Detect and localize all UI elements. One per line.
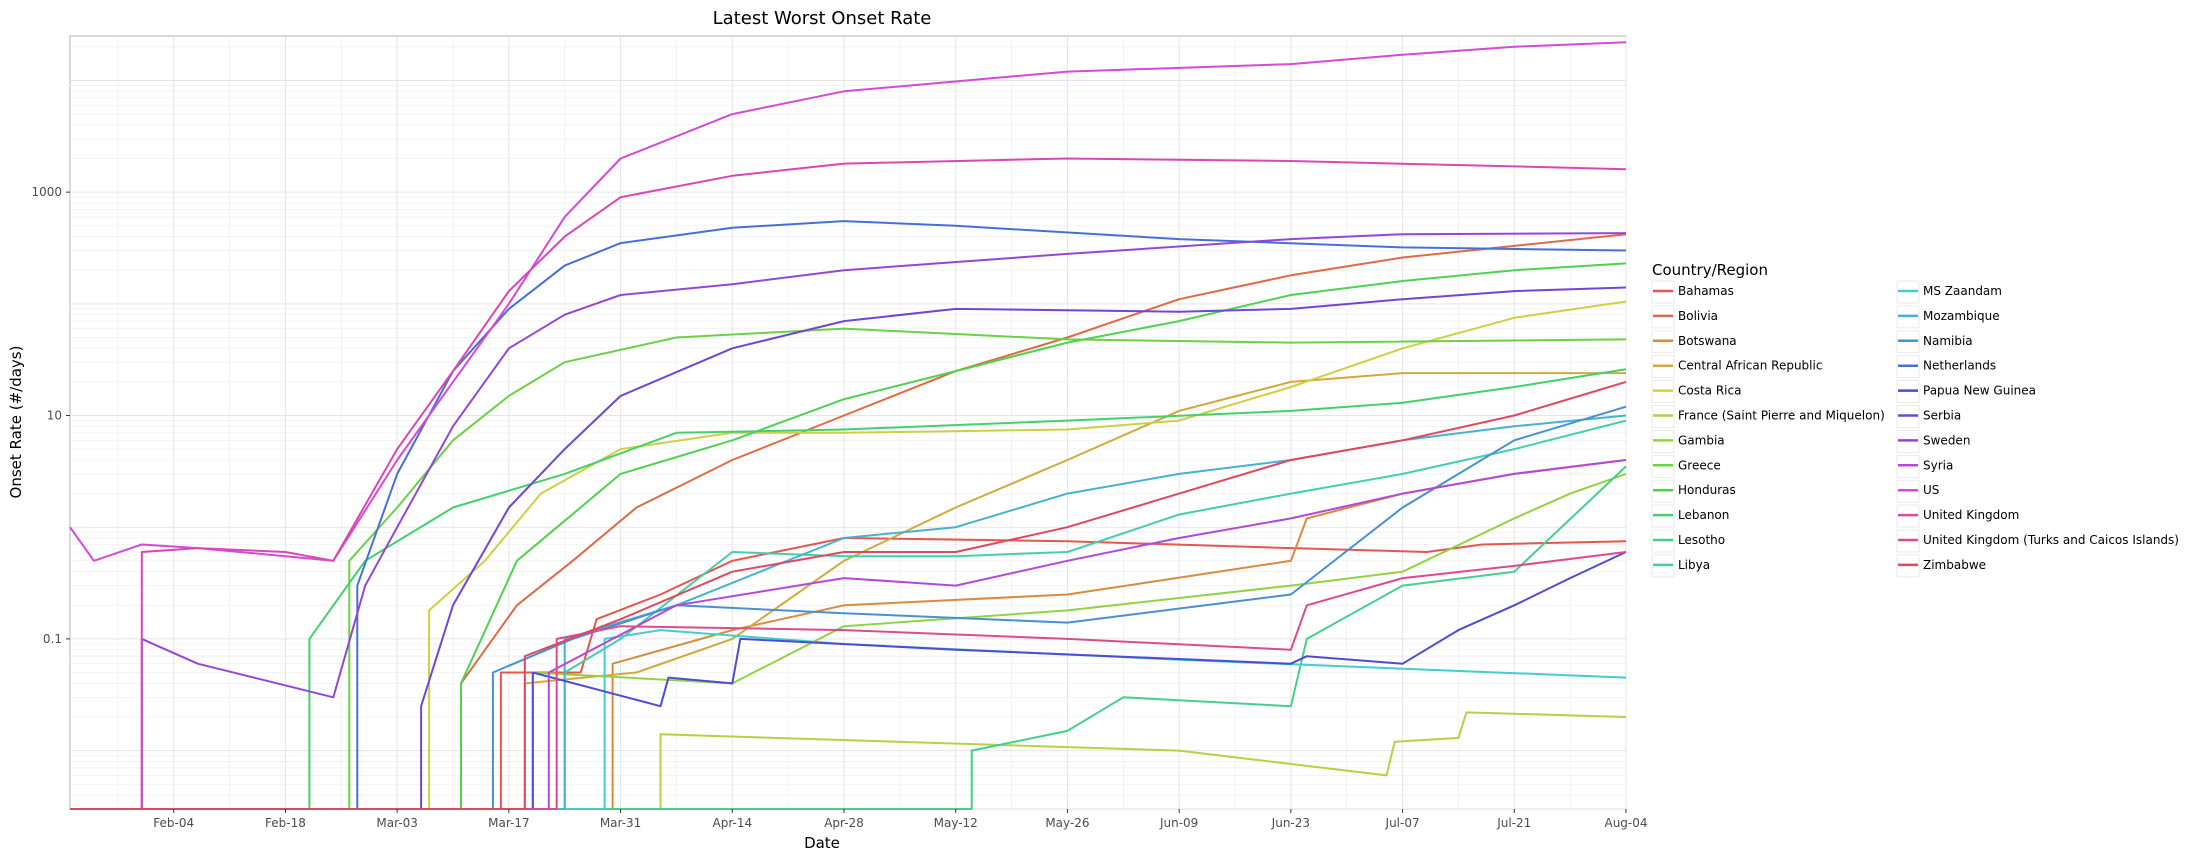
legend-label-zimbabwe: Zimbabwe xyxy=(1923,558,1986,572)
series-line-greece xyxy=(70,327,1627,810)
series-layer xyxy=(69,41,1627,810)
y-axis-title: Onset Rate (#/days) xyxy=(7,346,25,499)
legend-label-syria: Syria xyxy=(1923,458,1953,472)
legend: Country/Region Bahamas Bolivia Botswana Cen… xyxy=(1651,261,2179,578)
y-tick-label: 0.1 xyxy=(43,632,62,646)
series-line-bahamas xyxy=(70,537,1627,810)
x-axis-title: Date xyxy=(804,834,840,852)
legend-label-united-kingdom: United Kingdom xyxy=(1923,508,2019,522)
legend-label-gambia: Gambia xyxy=(1678,433,1725,447)
x-tick-label: Mar-17 xyxy=(488,816,529,830)
legend-label-sweden: Sweden xyxy=(1923,433,1970,447)
legend-label-mozambique: Mozambique xyxy=(1923,309,2000,323)
legend-label-bolivia: Bolivia xyxy=(1678,309,1718,323)
legend-label-united-kingdom-turks-and-caicos-islands: United Kingdom (Turks and Caicos Islands… xyxy=(1923,533,2179,547)
x-tick-label: Jul-07 xyxy=(1385,816,1420,830)
legend-label-costa-rica: Costa Rica xyxy=(1678,384,1741,398)
x-tick-label: Jul-21 xyxy=(1496,816,1531,830)
series-line-united-kingdom-turks-and-caicos-islands xyxy=(70,551,1627,810)
x-tick-label: Apr-14 xyxy=(713,816,753,830)
legend-label-botswana: Botswana xyxy=(1678,334,1737,348)
series-line-bolivia xyxy=(70,233,1627,810)
major-grid xyxy=(70,36,1627,809)
legend-label-lebanon: Lebanon xyxy=(1678,508,1729,522)
series-line-zimbabwe xyxy=(70,380,1627,810)
y-tick-label: 10 xyxy=(47,409,62,423)
legend-label-bahamas: Bahamas xyxy=(1678,284,1734,298)
x-tick-label: Apr-28 xyxy=(824,816,864,830)
series-line-serbia xyxy=(70,286,1627,810)
x-tick-label: Aug-04 xyxy=(1604,816,1647,830)
legend-label-lesotho: Lesotho xyxy=(1678,533,1725,547)
x-tick-label: May-12 xyxy=(934,816,978,830)
series-line-lesotho xyxy=(70,465,1627,810)
chart-title: Latest Worst Onset Rate xyxy=(713,8,932,29)
series-line-united-kingdom xyxy=(70,157,1627,810)
legend-label-libya: Libya xyxy=(1678,558,1710,572)
legend-label-ms-zaandam: MS Zaandam xyxy=(1923,284,2002,298)
series-line-france-saint-pierre-and-miquelon xyxy=(70,711,1627,810)
x-axis-ticks: Feb-04 Feb-18 Mar-03 Mar-17 Mar-31 Apr-14 Apr-… xyxy=(153,809,1648,830)
legend-label-central-african-republic: Central African Republic xyxy=(1678,359,1822,373)
series-line-namibia xyxy=(70,405,1627,810)
series-line-syria xyxy=(70,459,1627,810)
legend-label-greece: Greece xyxy=(1678,458,1721,472)
x-tick-label: May-26 xyxy=(1045,816,1089,830)
series-line-us xyxy=(69,41,1627,562)
x-tick-label: Mar-03 xyxy=(376,816,417,830)
x-tick-label: Jun-23 xyxy=(1271,816,1310,830)
series-line-netherlands xyxy=(70,220,1627,810)
y-tick-label: 1000 xyxy=(31,185,62,199)
series-line-papua-new-guinea xyxy=(70,551,1627,810)
legend-label-france-saint-pierre-and-miquelon: France (Saint Pierre and Miquelon) xyxy=(1678,409,1885,423)
legend-label-netherlands: Netherlands xyxy=(1923,359,1996,373)
series-line-honduras xyxy=(70,262,1627,810)
y-axis-ticks: 0.1 10 1000 xyxy=(31,185,70,646)
x-tick-label: Feb-18 xyxy=(265,816,306,830)
legend-label-serbia: Serbia xyxy=(1923,409,1961,423)
legend-label-papua-new-guinea: Papua New Guinea xyxy=(1923,384,2036,398)
series-line-lebanon xyxy=(70,368,1627,810)
x-tick-label: Mar-31 xyxy=(600,816,641,830)
legend-label-honduras: Honduras xyxy=(1678,483,1736,497)
series-line-sweden xyxy=(70,232,1627,810)
minor-grid xyxy=(70,36,1626,810)
legend-label-us: US xyxy=(1923,483,1939,497)
legend-title: Country/Region xyxy=(1652,261,1768,279)
legend-label-namibia: Namibia xyxy=(1923,334,1973,348)
x-tick-label: Jun-09 xyxy=(1159,816,1198,830)
series-line-mozambique xyxy=(70,414,1627,810)
series-line-costa-rica xyxy=(70,300,1627,810)
x-tick-label: Feb-04 xyxy=(153,816,194,830)
plot-background xyxy=(69,35,1627,810)
